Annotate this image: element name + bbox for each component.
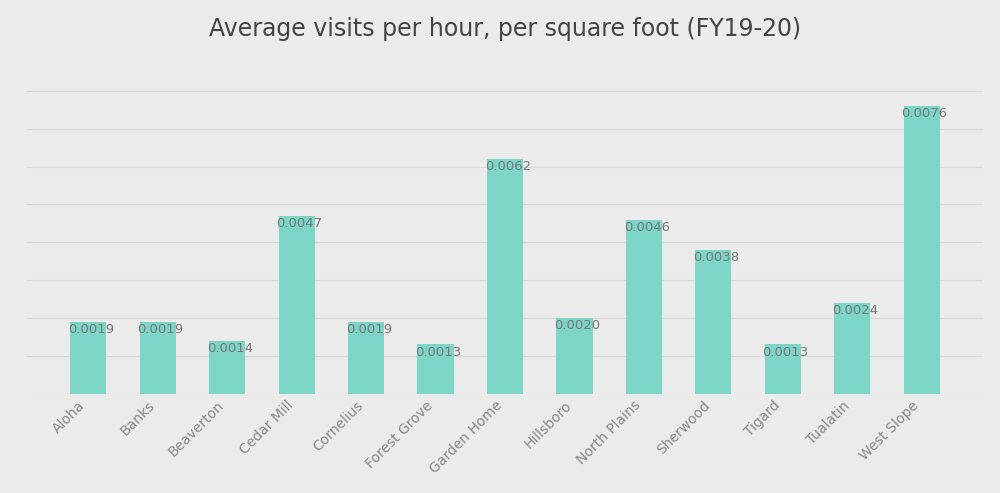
Text: 0.0020: 0.0020 (554, 319, 600, 332)
Text: 0.0019: 0.0019 (346, 323, 392, 336)
Bar (140, 321, 176, 393)
Title: Average visits per hour, per square foot (FY19-20): Average visits per hour, per square foot… (209, 17, 801, 40)
Text: 0.0047: 0.0047 (276, 217, 323, 230)
Bar (70, 321, 106, 393)
Text: 0.0024: 0.0024 (832, 304, 878, 317)
Bar (348, 321, 384, 393)
Text: 0.0013: 0.0013 (415, 346, 462, 359)
Text: 0.0019: 0.0019 (138, 323, 184, 336)
Bar (209, 341, 245, 393)
Bar (417, 344, 454, 393)
Text: 0.0013: 0.0013 (763, 346, 809, 359)
Bar (834, 303, 870, 393)
Bar (904, 106, 940, 393)
Bar (487, 159, 523, 393)
Bar (765, 344, 801, 393)
Bar (695, 250, 731, 393)
Bar (556, 318, 593, 393)
Text: 0.0062: 0.0062 (485, 160, 531, 174)
Text: 0.0038: 0.0038 (693, 251, 739, 264)
Bar (279, 216, 315, 393)
Text: 0.0076: 0.0076 (902, 107, 948, 120)
Text: 0.0046: 0.0046 (624, 221, 670, 234)
Text: 0.0019: 0.0019 (68, 323, 114, 336)
Text: 0.0014: 0.0014 (207, 342, 253, 355)
Bar (626, 219, 662, 393)
